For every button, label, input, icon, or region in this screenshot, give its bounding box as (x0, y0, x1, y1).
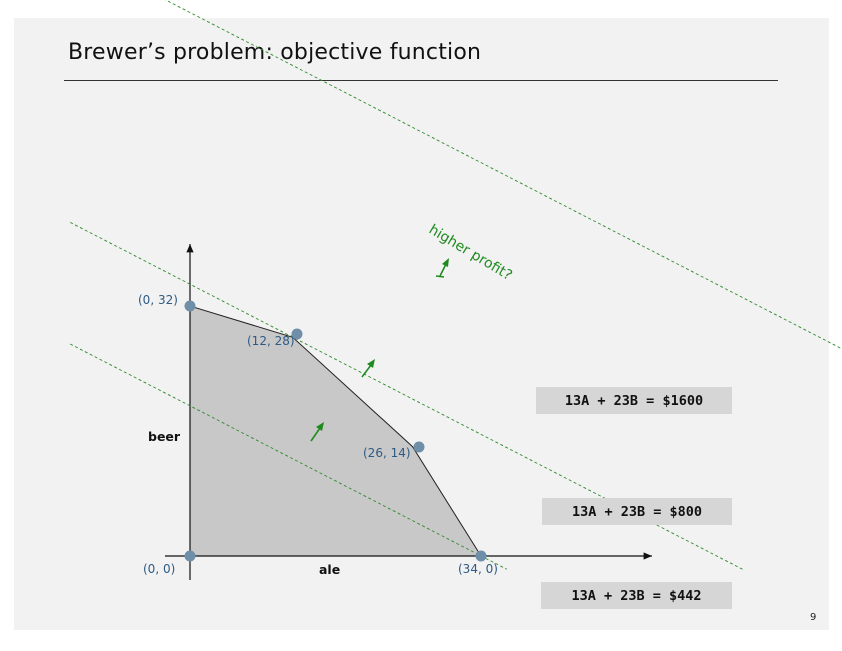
objective-label-1600: 13A + 23B = $1600 (536, 387, 732, 414)
vertex-34-0 (475, 550, 487, 562)
direction-arrow (310, 422, 324, 442)
objective-line-1600 (164, 0, 842, 350)
title-divider (64, 80, 778, 81)
vertex-label-26-14: (26, 14) (363, 446, 411, 460)
vertex-label-0-32: (0, 32) (138, 293, 178, 307)
vertex-26-14 (413, 441, 425, 453)
vertex-0-32 (184, 300, 196, 312)
vertex-label-12-28: (12, 28) (247, 334, 295, 348)
vertex-0-0 (184, 550, 196, 562)
y-axis-label: beer (148, 429, 181, 444)
vertex-12-28 (291, 328, 303, 340)
feasible-region (189, 305, 482, 557)
higher-profit-label: higher profit? (426, 222, 515, 284)
direction-arrow (361, 359, 375, 378)
objective-label-442: 13A + 23B = $442 (541, 582, 732, 609)
x-axis-label: ale (319, 562, 340, 577)
page-number: 9 (810, 612, 817, 623)
objective-label-800: 13A + 23B = $800 (542, 498, 732, 525)
direction-arrow (435, 258, 449, 278)
vertex-label-34-0: (34, 0) (458, 562, 498, 576)
objective-line-442 (69, 343, 507, 570)
slide-title: Brewer’s problem: objective function (68, 40, 482, 65)
vertex-label-0-0: (0, 0) (143, 562, 175, 576)
